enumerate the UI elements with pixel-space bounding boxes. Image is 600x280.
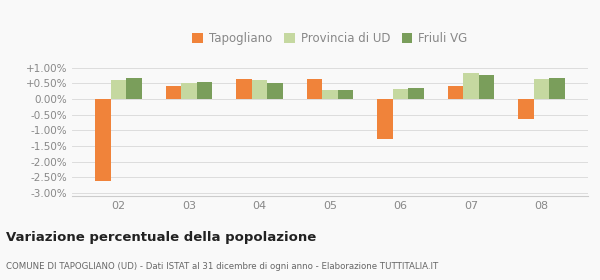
Bar: [181, 83, 197, 99]
Bar: [268, 83, 283, 99]
Bar: [166, 86, 181, 99]
Bar: [549, 78, 565, 99]
Bar: [518, 99, 533, 119]
Bar: [197, 82, 212, 99]
Bar: [479, 75, 494, 99]
Bar: [236, 79, 252, 99]
Legend: Tapogliano, Provincia di UD, Friuli VG: Tapogliano, Provincia di UD, Friuli VG: [190, 30, 470, 48]
Bar: [252, 80, 268, 99]
Bar: [377, 99, 392, 139]
Text: Variazione percentuale della popolazione: Variazione percentuale della popolazione: [6, 231, 316, 244]
Bar: [392, 89, 408, 99]
Bar: [322, 90, 338, 99]
Bar: [448, 86, 463, 99]
Bar: [338, 90, 353, 99]
Text: COMUNE DI TAPOGLIANO (UD) - Dati ISTAT al 31 dicembre di ogni anno - Elaborazion: COMUNE DI TAPOGLIANO (UD) - Dati ISTAT a…: [6, 262, 438, 271]
Bar: [533, 79, 549, 99]
Bar: [95, 99, 111, 181]
Bar: [127, 78, 142, 99]
Bar: [408, 88, 424, 99]
Bar: [307, 79, 322, 99]
Bar: [463, 73, 479, 99]
Bar: [111, 80, 127, 99]
